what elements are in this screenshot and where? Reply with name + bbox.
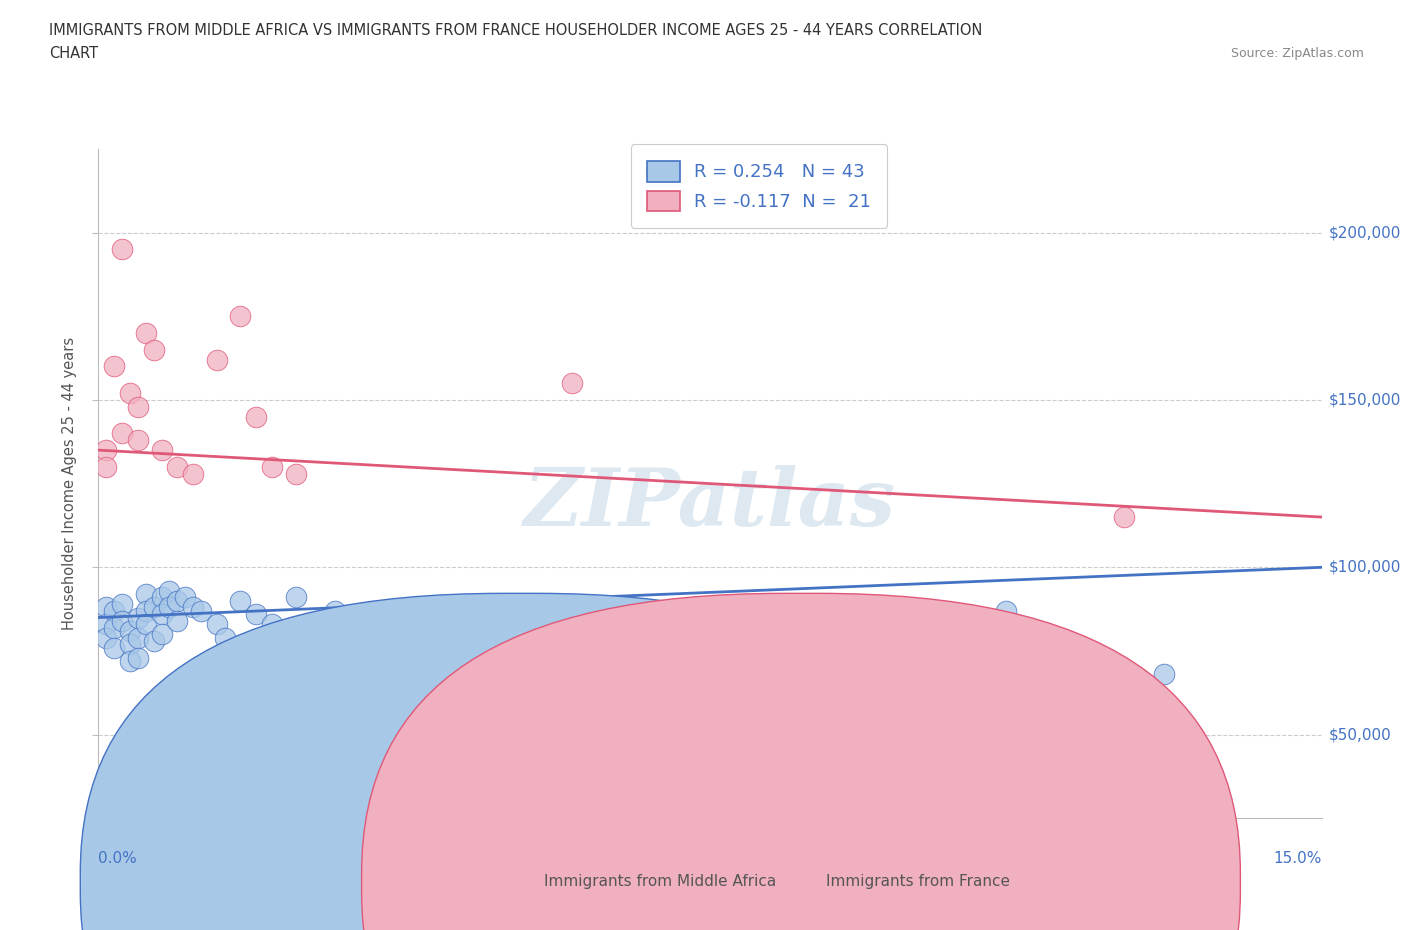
Point	[103, 620, 125, 635]
Text: $150,000: $150,000	[1329, 392, 1400, 407]
Point	[181, 600, 204, 615]
Point	[142, 600, 165, 615]
Point	[229, 593, 252, 608]
Text: 0.0%: 0.0%	[98, 851, 138, 866]
Point	[561, 376, 583, 391]
Legend: R = 0.254   N = 43, R = -0.117  N =  21: R = 0.254 N = 43, R = -0.117 N = 21	[631, 144, 887, 228]
Point	[127, 631, 149, 645]
Text: IMMIGRANTS FROM MIDDLE AFRICA VS IMMIGRANTS FROM FRANCE HOUSEHOLDER INCOME AGES : IMMIGRANTS FROM MIDDLE AFRICA VS IMMIGRA…	[49, 23, 983, 38]
Point	[135, 604, 157, 618]
Point	[994, 604, 1017, 618]
Point	[142, 633, 165, 648]
Text: Immigrants from France: Immigrants from France	[825, 874, 1010, 889]
Point	[96, 443, 118, 458]
Point	[166, 614, 188, 629]
Point	[96, 617, 118, 631]
Point	[260, 617, 283, 631]
Point	[181, 466, 204, 481]
Point	[245, 606, 267, 621]
Point	[284, 590, 307, 604]
Text: Source: ZipAtlas.com: Source: ZipAtlas.com	[1230, 46, 1364, 60]
Point	[111, 242, 134, 257]
Point	[103, 604, 125, 618]
Point	[166, 459, 188, 474]
Point	[150, 606, 173, 621]
Text: $50,000: $50,000	[1329, 727, 1392, 742]
Point	[229, 309, 252, 324]
Point	[159, 583, 181, 598]
Point	[323, 604, 346, 618]
Point	[245, 409, 267, 424]
Point	[103, 359, 125, 374]
Point	[1114, 510, 1136, 525]
Point	[190, 604, 212, 618]
Point	[1153, 667, 1175, 682]
Point	[284, 466, 307, 481]
Text: $100,000: $100,000	[1329, 560, 1400, 575]
Point	[260, 459, 283, 474]
Point	[135, 326, 157, 340]
Point	[118, 654, 141, 669]
Point	[135, 617, 157, 631]
Y-axis label: Householder Income Ages 25 - 44 years: Householder Income Ages 25 - 44 years	[62, 337, 77, 631]
Point	[166, 593, 188, 608]
Point	[96, 600, 118, 615]
Point	[127, 610, 149, 625]
Point	[404, 610, 426, 625]
Point	[118, 623, 141, 638]
Point	[718, 617, 741, 631]
Text: ZIPatlas: ZIPatlas	[524, 465, 896, 542]
Point	[135, 587, 157, 602]
Point	[174, 590, 197, 604]
Text: $200,000: $200,000	[1329, 225, 1400, 240]
Point	[205, 617, 228, 631]
Point	[111, 614, 134, 629]
Point	[118, 637, 141, 652]
Point	[127, 432, 149, 447]
Point	[363, 640, 385, 655]
Point	[363, 633, 385, 648]
Point	[111, 426, 134, 441]
Text: CHART: CHART	[49, 46, 98, 61]
Point	[214, 631, 236, 645]
Point	[127, 650, 149, 665]
Point	[96, 459, 118, 474]
Point	[561, 614, 583, 629]
Point	[150, 590, 173, 604]
Point	[159, 600, 181, 615]
Point	[142, 342, 165, 357]
Point	[205, 352, 228, 367]
Point	[127, 399, 149, 414]
Point	[96, 631, 118, 645]
Point	[522, 627, 544, 642]
Point	[103, 640, 125, 655]
Text: 15.0%: 15.0%	[1274, 851, 1322, 866]
Text: Immigrants from Middle Africa: Immigrants from Middle Africa	[544, 874, 776, 889]
Point	[150, 627, 173, 642]
Point	[150, 443, 173, 458]
Point	[111, 597, 134, 612]
Point	[118, 386, 141, 401]
